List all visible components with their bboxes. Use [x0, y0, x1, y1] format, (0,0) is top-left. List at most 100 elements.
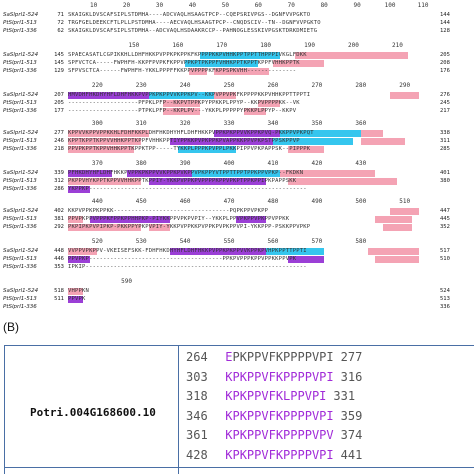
ruler-tick-label: 100: [384, 2, 396, 9]
pink-highlight: [68, 130, 149, 137]
alignment-row: PtSlprl1-336 62 SKAIGKLDVSCAFSIPLSTDMHA--A…: [0, 28, 474, 35]
sequence-name: PtSlprl1-513: [3, 216, 37, 222]
end-position: 517: [440, 248, 450, 254]
sequence-name: SaSlprl1-524: [3, 52, 39, 58]
motif-row: 346 KPKPPVFKPPPPVPI 359: [186, 409, 362, 424]
panel-label: (B): [3, 320, 19, 334]
end-position: 144: [440, 20, 450, 26]
alignment-row: PtSlprl1-513 381 PPVPKPPVPPPKFPPKPPHHPKP-P…: [0, 216, 474, 223]
motif-lead-residue: E: [225, 350, 233, 364]
start-position: 71: [57, 12, 64, 18]
ruler-tick-label: 540: [179, 238, 191, 245]
alignment-row: SaSlprl1-524 448 VVPPVPKPPV-VKEISEFSKK-FDH…: [0, 248, 474, 255]
start-position: 518: [54, 288, 64, 294]
alignment-row: PtSlprl1-336 177 --------------------PTPKL…: [0, 108, 474, 115]
end-position: 176: [440, 68, 450, 74]
alignment-row: SaSlprl1-524 207 HMVDHFHKDHYHFLDHFHKKPVPPK…: [0, 92, 474, 99]
cyan-highlight: [177, 146, 237, 153]
ruler-tick-label: 40: [188, 2, 197, 9]
end-position: 128: [440, 28, 450, 34]
aligned-sequence: PKPIPKPVPIPKP-PKKPPYPKPVPIY-YKKPVPPKKPVP…: [68, 224, 434, 231]
aligned-sequence: TRGFGELDEEKCFTLPLLPSTDMHA----AECVAQLHSAA…: [68, 20, 434, 27]
ruler-tick-label: 190: [304, 42, 315, 49]
alignment-block: 10 20 30 40 50 60 70 80 90 100 110 SaSlprl1-524 71 SK…: [0, 2, 474, 38]
purple-highlight: [68, 92, 149, 99]
aligned-sequence: PPVPKPPTKPPVHHKPPTKPPKTPP-----TYKKPLPPPK…: [68, 146, 434, 153]
motif-start: 303: [186, 369, 208, 384]
ruler-tick-label: 490: [311, 198, 323, 205]
sequence-name: PtSlprl1-513: [3, 20, 37, 26]
position-ruler: 150 160 170 180 190 200 210: [0, 42, 474, 50]
ruler-tick-label: 380: [135, 160, 147, 167]
alignment-block: 150 160 170 180 190 200 210 SaSlprl1-524 145 SPAE…: [0, 42, 474, 78]
cyan-highlight: [192, 170, 281, 177]
sequence-name: SaSlprl1-524: [3, 92, 39, 98]
ruler-tick-label: 200: [348, 42, 359, 49]
ruler-tick-label: 560: [267, 238, 279, 245]
ruler-tick-label: 460: [179, 198, 191, 205]
sequence-name: PtSlprl1-513: [3, 178, 37, 184]
position-ruler: 440 450 460 470 480 490 500 510: [0, 198, 474, 206]
sequence-text: PFHKDHYHFLDHFHKKPVPPKPKPPVVKPPKPVKPPVPKP…: [68, 170, 304, 176]
pink-highlight: [287, 178, 398, 185]
pink-highlight: [68, 224, 142, 231]
alignment-block: 220 230 240 250 260 270 280 290 SaSlprl1-524 207 H…: [0, 82, 474, 118]
motif-sequence: PKPPVFKPPPPVPI: [232, 350, 334, 364]
start-position: 207: [54, 92, 64, 98]
cyan-highlight: [265, 248, 325, 255]
position-ruler: 590: [0, 278, 474, 286]
sequence-name: SaSlprl1-524: [3, 288, 39, 294]
motif-end: 441: [340, 447, 363, 462]
ruler-tick-label: 150: [128, 42, 140, 49]
aligned-sequence: KPPTKPPTKPPVVHHKPPTKPPFVHHKPPTIYPPKKPVPK…: [68, 138, 434, 145]
table-bottom-rule: [4, 467, 474, 468]
start-position: 292: [54, 224, 64, 230]
alignment-row: PtSlprl1-336 353 IPKIP--------------------…: [0, 264, 474, 271]
pink-highlight: [68, 178, 142, 185]
sequence-text: KKPVPPKPKPPKK---------------------------…: [68, 208, 269, 214]
ruler-tick-label: 260: [267, 82, 279, 89]
motif-sequence: PKPPVFKPPPPVPI: [232, 447, 334, 462]
pink-highlight: [188, 68, 208, 75]
sequence-name: PtSlprl1-336: [3, 68, 37, 74]
start-position: 381: [54, 216, 64, 222]
start-position: 277: [54, 130, 64, 136]
purple-highlight: [68, 170, 112, 177]
ruler-tick-label: 480: [267, 198, 279, 205]
alignment-row: PtSlprl1-513 446 PPVPKP-------------------…: [0, 256, 474, 263]
position-ruler: 520 530 540 550 560 570 580: [0, 238, 474, 246]
start-position: 129: [54, 68, 64, 74]
pink-highlight: [382, 224, 413, 231]
aligned-sequence: YKPPKP----------------------------------…: [68, 186, 434, 193]
motif-end: 331: [333, 389, 356, 403]
pink-highlight: [243, 108, 266, 115]
alignment-row: PtSlprl1-513 312 PKPPVHYKPPTKPPVVHHKPPTKPP…: [0, 178, 474, 185]
ruler-tick-label: 400: [223, 160, 235, 167]
aligned-sequence: [68, 304, 434, 310]
cyan-highlight: [148, 92, 215, 99]
cyan-highlight: [272, 138, 354, 145]
ruler-tick-label: 300: [91, 120, 103, 127]
position-ruler: 10 20 30 40 50 60 70 80 90 100 110: [0, 2, 474, 10]
end-position: 245: [440, 100, 450, 106]
alignment-row: SaSlprl1-524 145 SPAECASATLCGPIKKHLLDHFHKK…: [0, 52, 474, 59]
sequence-text: --------------------PFPKLPFP--KKPVTPPKPY…: [68, 100, 300, 106]
purple-highlight: [89, 216, 171, 223]
aligned-sequence: SPAECASATLCGPIKKHLLDHFHKKPVPPKPKPPKFKPPP…: [68, 52, 434, 59]
pink-highlight: [258, 100, 281, 107]
purple-highlight: [214, 130, 281, 137]
aligned-sequence: KKPVPPKPKPPKK---------------------------…: [68, 208, 434, 215]
sequence-text: SPFVCTCA-----FWPHFH-KKPFPVPKFKPPVPPKPTPK…: [68, 60, 300, 66]
table-frame: [4, 345, 474, 474]
pink-highlight: [280, 170, 376, 177]
sequence-text: PKPPVHYKPPTKPPVVHHKPPTKPPIY-YKKPVPPKPVPP…: [68, 178, 297, 184]
pink-highlight: [68, 248, 98, 255]
end-position: 447: [440, 208, 450, 214]
alignment-row: PtSlprl1-513 145 SPFVCTCA-----FWPHFH-KKPFP…: [0, 60, 474, 67]
sequence-text: PPVPK: [68, 296, 86, 302]
alignment-row: SaSlprl1-524 402 KKPVPPKPKPPKK------------…: [0, 208, 474, 215]
ruler-tick-label: 250: [223, 82, 235, 89]
motif-lead-residue: K: [225, 408, 233, 423]
end-position: 352: [440, 224, 450, 230]
cyan-highlight: [199, 52, 281, 59]
